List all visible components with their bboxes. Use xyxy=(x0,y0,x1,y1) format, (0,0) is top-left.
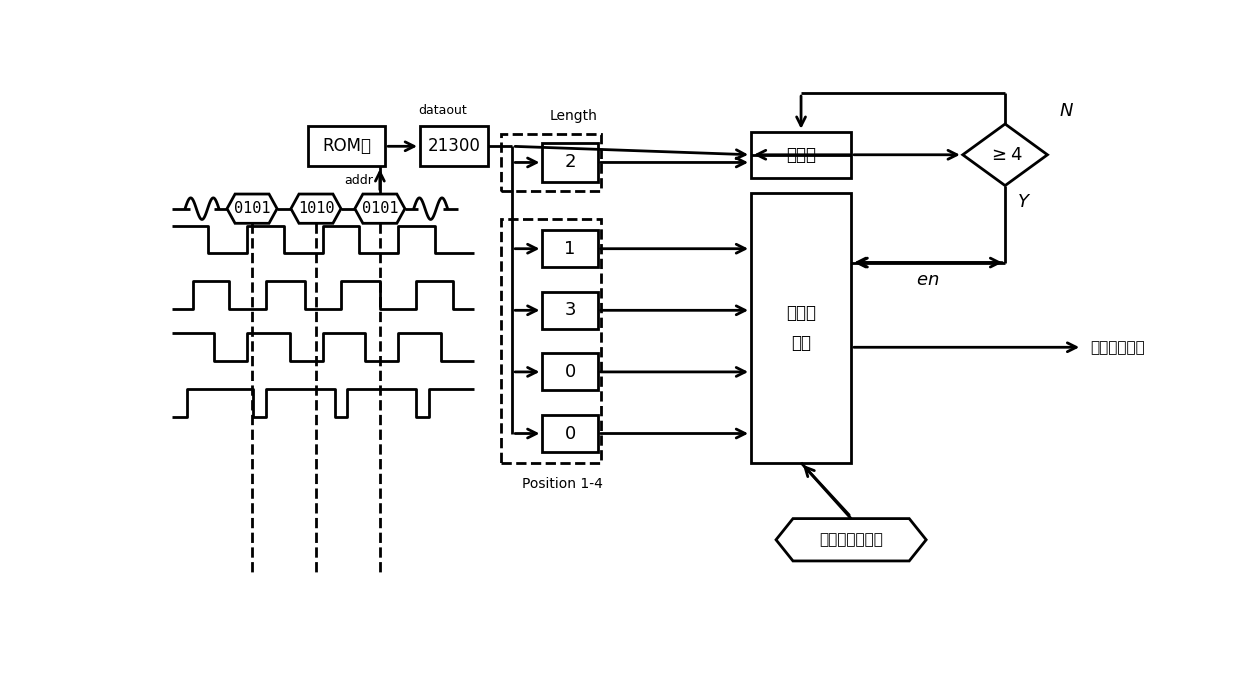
Text: 0101: 0101 xyxy=(234,201,270,216)
Polygon shape xyxy=(355,194,405,223)
Text: $en$: $en$ xyxy=(916,270,940,288)
Text: 1: 1 xyxy=(564,240,575,258)
Polygon shape xyxy=(776,518,926,561)
Text: Position 1-4: Position 1-4 xyxy=(522,477,603,491)
Bar xyxy=(542,353,598,390)
Text: Length: Length xyxy=(551,109,598,123)
Text: 2: 2 xyxy=(564,153,575,171)
Text: addr: addr xyxy=(343,174,373,187)
Bar xyxy=(751,132,851,178)
Bar xyxy=(420,126,487,166)
Text: 0: 0 xyxy=(564,425,575,443)
Text: 存器: 存器 xyxy=(791,335,811,353)
Text: 重采样输出数据: 重采样输出数据 xyxy=(820,532,883,547)
Text: dataout: dataout xyxy=(419,104,467,117)
Polygon shape xyxy=(291,194,341,223)
Bar xyxy=(501,220,601,463)
Text: 1010: 1010 xyxy=(298,201,335,216)
Bar xyxy=(542,292,598,328)
Bar xyxy=(501,134,601,191)
Text: 移位寄: 移位寄 xyxy=(786,304,816,322)
Bar xyxy=(542,230,598,267)
Text: $N$: $N$ xyxy=(1059,102,1074,120)
Polygon shape xyxy=(227,194,277,223)
Text: 0101: 0101 xyxy=(362,201,398,216)
Text: 0: 0 xyxy=(564,363,575,381)
Bar xyxy=(542,143,598,182)
Bar xyxy=(309,126,386,166)
Text: $\geq$4: $\geq$4 xyxy=(988,146,1022,164)
Polygon shape xyxy=(962,124,1048,186)
Text: $Y$: $Y$ xyxy=(1017,193,1030,211)
Bar xyxy=(751,193,851,463)
Text: 3: 3 xyxy=(564,301,575,319)
Bar xyxy=(542,415,598,452)
Text: 计数器: 计数器 xyxy=(786,146,816,164)
Text: 21300: 21300 xyxy=(428,137,480,155)
Text: ROM核: ROM核 xyxy=(322,137,371,155)
Text: 并行数据输出: 并行数据输出 xyxy=(1090,340,1145,355)
